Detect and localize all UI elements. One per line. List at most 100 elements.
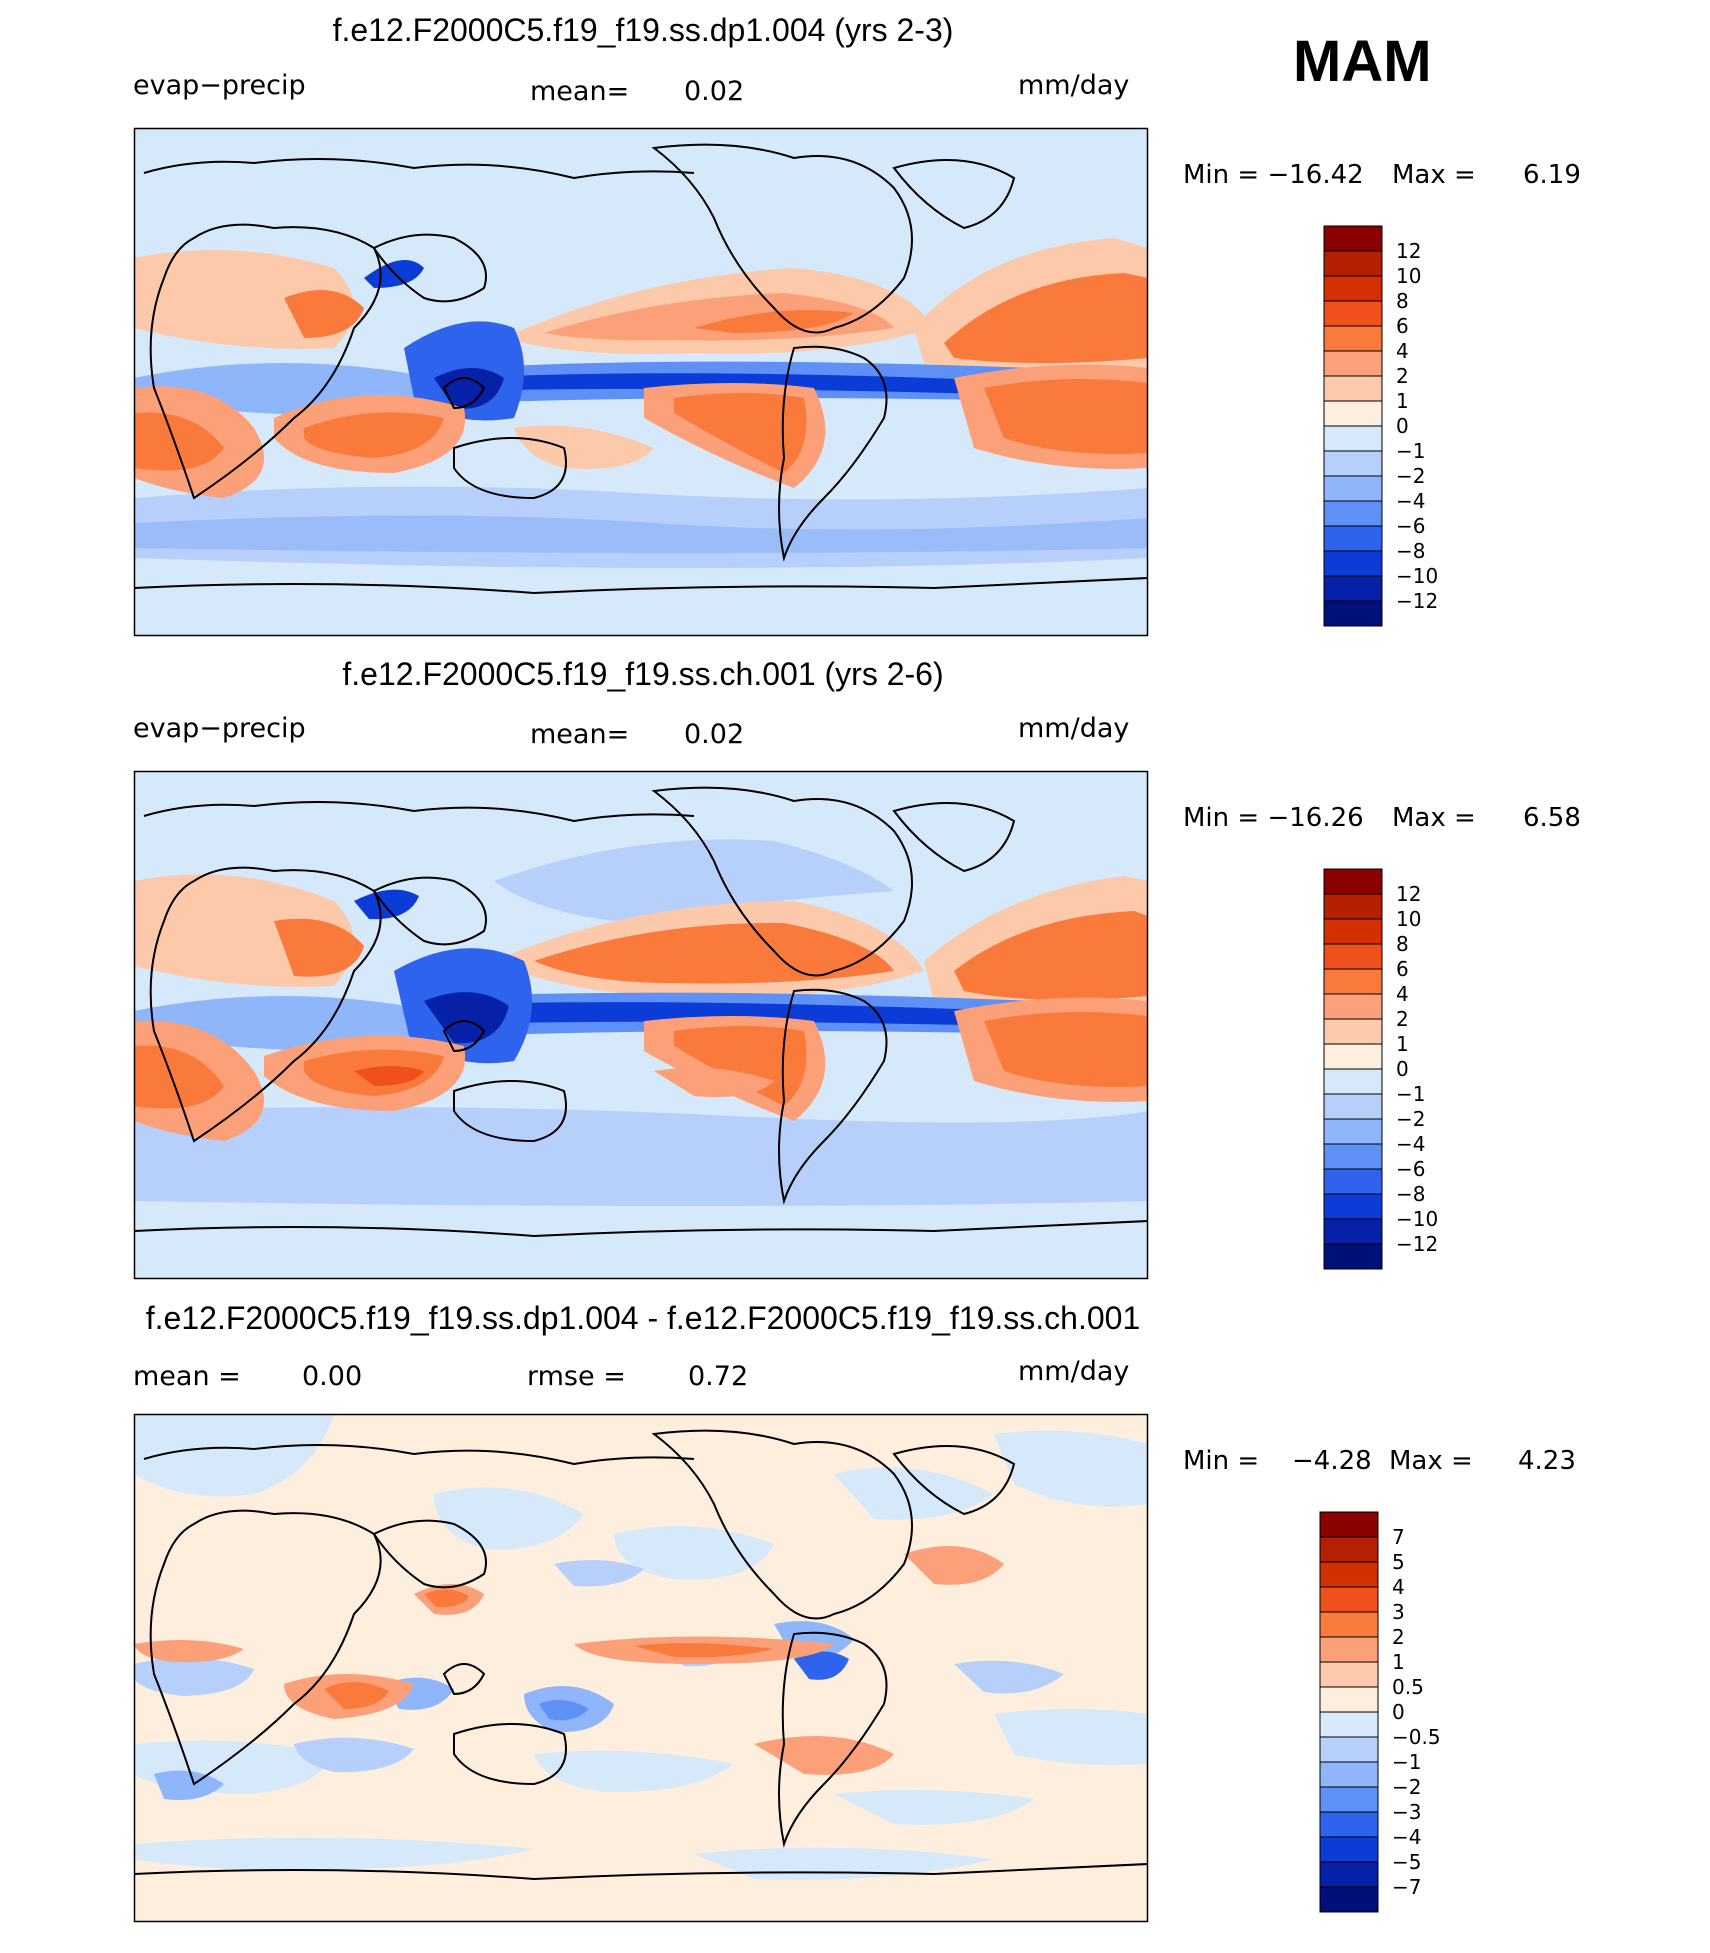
colorbar-box [1323, 1068, 1383, 1095]
colorbar-tick-label: −8 [1396, 539, 1425, 563]
colorbar-tick-label: −5 [1392, 1850, 1421, 1874]
colorbar-box [1323, 993, 1383, 1020]
colorbar-box [1323, 550, 1383, 577]
colorbar-box [1323, 1018, 1383, 1045]
panel-2-units: mm/day [1018, 713, 1130, 744]
panel-2-variable: evap−precip [133, 713, 306, 744]
colorbar-box [1323, 500, 1383, 527]
colorbar-tick-label: 4 [1396, 339, 1409, 363]
season-label: MAM [1293, 29, 1432, 94]
panel-2-mean-value: 0.02 [684, 719, 745, 750]
colorbar-box [1323, 893, 1383, 920]
colorbar-tick-label: −6 [1396, 1157, 1425, 1181]
colorbar-box [1323, 1193, 1383, 1220]
colorbar-box [1319, 1511, 1379, 1538]
colorbar-tick-label: 0.5 [1392, 1675, 1424, 1699]
colorbar-box [1323, 250, 1383, 277]
panel-2-min: Min = −16.26 [1183, 803, 1364, 833]
panel-2-max-value: 6.58 [1523, 803, 1581, 833]
colorbar-box [1319, 1611, 1379, 1638]
colorbar-tick-label: −7 [1392, 1875, 1421, 1899]
panel-3-rmse-value: 0.72 [688, 1361, 749, 1392]
colorbar-tick-label: −10 [1396, 564, 1438, 588]
panel-1-title: f.e12.F2000C5.f19_f19.ss.dp1.004 (yrs 2-… [332, 12, 954, 48]
colorbar-box [1323, 375, 1383, 402]
panel-3-mean-value: 0.00 [302, 1361, 363, 1392]
colorbar-box [1323, 350, 1383, 377]
colorbar-box [1323, 425, 1383, 452]
colorbar-box [1319, 1811, 1379, 1838]
colorbar-tick-label: −3 [1392, 1800, 1421, 1824]
colorbar-box [1323, 400, 1383, 427]
panel-1-units: mm/day [1018, 70, 1130, 101]
colorbar-box [1323, 300, 1383, 327]
panel-2-max-label: Max = [1392, 803, 1476, 833]
colorbar-box [1319, 1586, 1379, 1613]
colorbar-tick-label: −1 [1396, 439, 1425, 463]
colorbar-tick-label: 8 [1396, 932, 1409, 956]
colorbar-box [1319, 1636, 1379, 1663]
colorbar-box [1323, 1043, 1383, 1070]
colorbar-tick-label: 5 [1392, 1550, 1405, 1574]
colorbar-tick-label: −12 [1396, 589, 1438, 613]
colorbar-tick-label: −1 [1392, 1750, 1421, 1774]
colorbar-tick-label: −10 [1396, 1207, 1438, 1231]
colorbar-box [1323, 918, 1383, 945]
colorbar-tick-label: 12 [1396, 239, 1421, 263]
colorbar-box [1319, 1686, 1379, 1713]
colorbar-box [1323, 1093, 1383, 1120]
colorbar-box [1323, 1118, 1383, 1145]
colorbar-tick-label: −2 [1396, 464, 1425, 488]
colorbar-box [1323, 868, 1383, 895]
colorbar-tick-label: 0 [1396, 414, 1409, 438]
colorbar-box [1323, 475, 1383, 502]
colorbar-box [1323, 450, 1383, 477]
panel-3-units: mm/day [1018, 1356, 1130, 1387]
panel-1-mean-label: mean= [530, 76, 630, 107]
colorbar-tick-label: 6 [1396, 957, 1409, 981]
colorbar-tick-label: −12 [1396, 1232, 1438, 1256]
panel-3-rmse-label: rmse = [527, 1361, 626, 1392]
colorbar-tick-label: −8 [1396, 1182, 1425, 1206]
colorbar-tick-label: 10 [1396, 264, 1421, 288]
colorbar-tick-label: 6 [1396, 314, 1409, 338]
colorbar-tick-label: 2 [1392, 1625, 1405, 1649]
colorbar-tick-label: −2 [1396, 1107, 1425, 1131]
panel-1-variable: evap−precip [133, 70, 306, 101]
colorbar-tick-label: 2 [1396, 1007, 1409, 1031]
colorbar-tick-label: −2 [1392, 1775, 1421, 1799]
panel-1-min: Min = −16.42 [1183, 160, 1364, 190]
panel-3-min-value: −4.28 [1292, 1446, 1372, 1476]
colorbar-box [1319, 1736, 1379, 1763]
colorbar-box [1319, 1661, 1379, 1688]
colorbar-tick-label: 1 [1396, 1032, 1409, 1056]
colorbar-tick-label: −6 [1396, 514, 1425, 538]
colorbar-tick-label: 0 [1392, 1700, 1405, 1724]
colorbar-box [1319, 1561, 1379, 1588]
panel-3-title: f.e12.F2000C5.f19_f19.ss.dp1.004 - f.e12… [145, 1300, 1141, 1336]
panel-1-max-value: 6.19 [1523, 160, 1581, 190]
panel-3-max-value: 4.23 [1518, 1446, 1576, 1476]
colorbar-box [1323, 275, 1383, 302]
panel-3-max-label: Max = [1389, 1446, 1473, 1476]
panel-2-title: f.e12.F2000C5.f19_f19.ss.ch.001 (yrs 2-6… [342, 656, 944, 692]
colorbar-box [1323, 1218, 1383, 1245]
colorbar-tick-label: 8 [1396, 289, 1409, 313]
colorbar-tick-label: 4 [1396, 982, 1409, 1006]
colorbar-box [1319, 1836, 1379, 1863]
panel-2-mean-label: mean= [530, 719, 630, 750]
colorbar-tick-label: −4 [1392, 1825, 1421, 1849]
colorbar-box [1323, 943, 1383, 970]
colorbar-tick-label: −1 [1396, 1082, 1425, 1106]
colorbar-box [1319, 1861, 1379, 1888]
colorbar-box [1319, 1536, 1379, 1563]
colorbar-box [1323, 1243, 1383, 1270]
panel-2-map [133, 770, 1149, 1280]
panel-3-mean-label: mean = [133, 1361, 241, 1392]
colorbar-box [1323, 525, 1383, 552]
colorbar-tick-label: −4 [1396, 1132, 1425, 1156]
colorbar-tick-label: 12 [1396, 882, 1421, 906]
